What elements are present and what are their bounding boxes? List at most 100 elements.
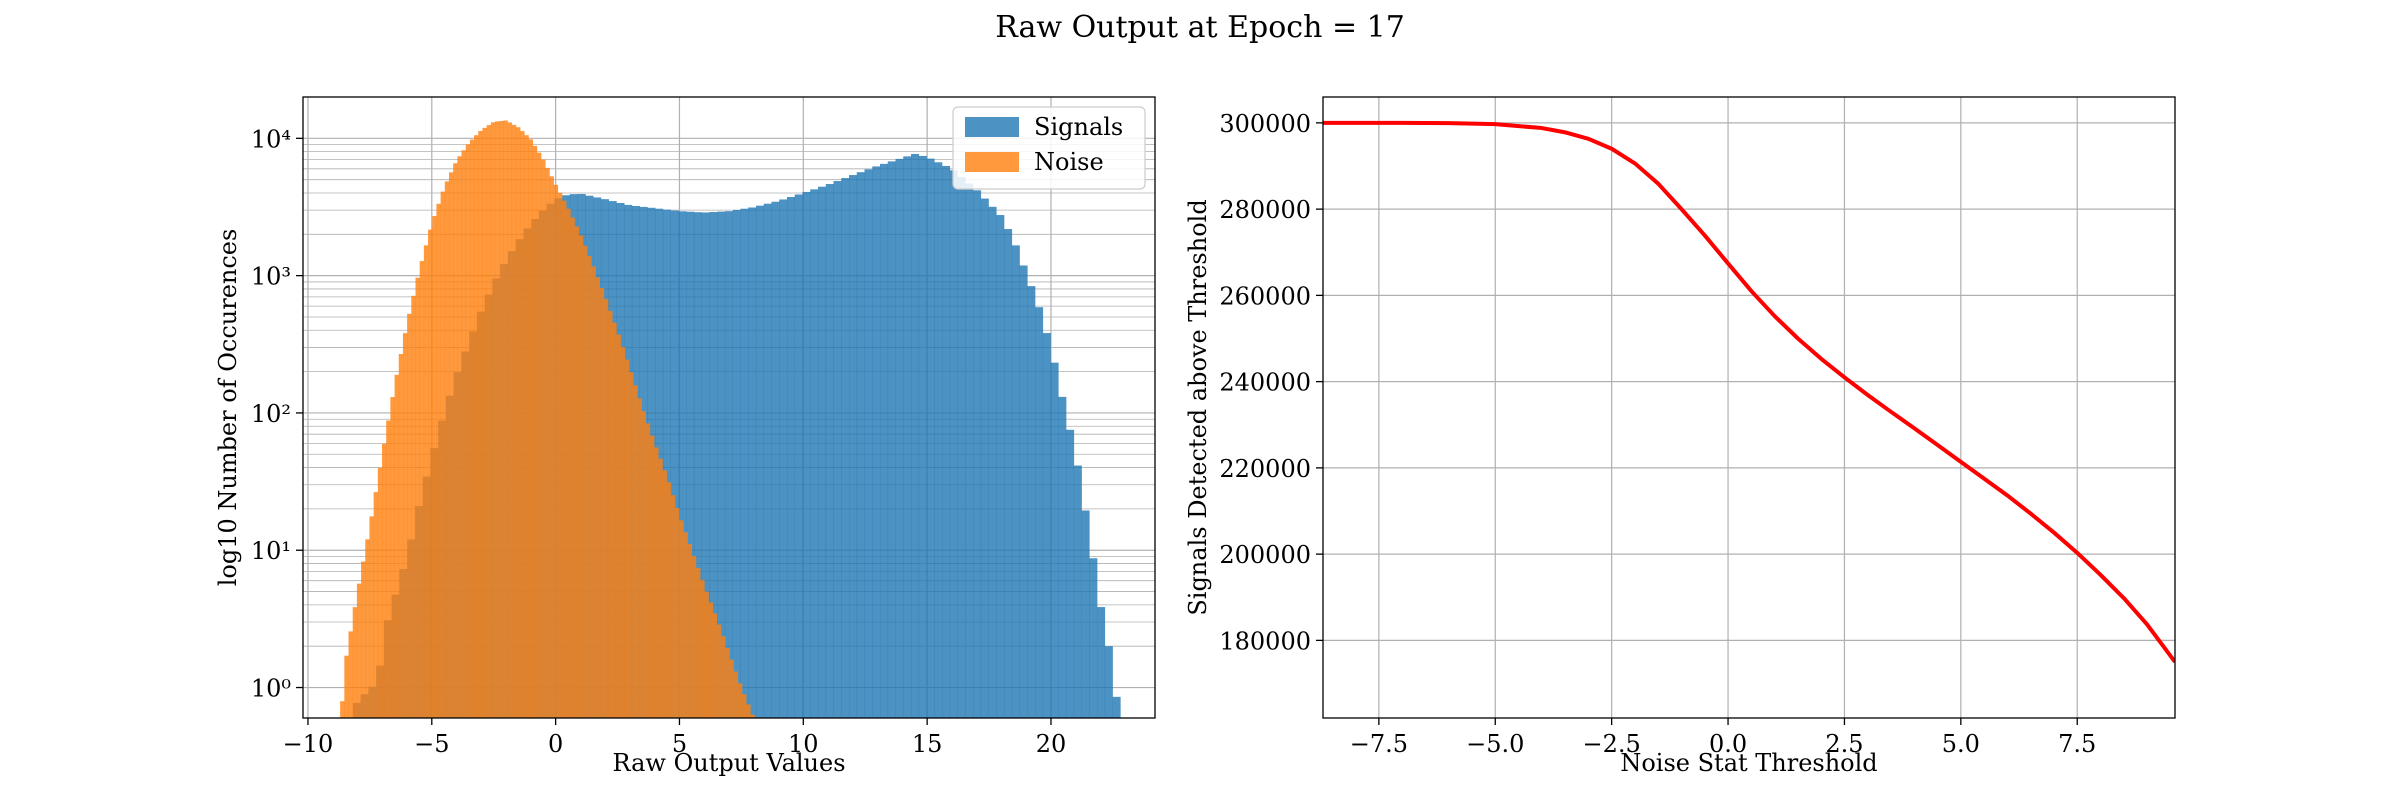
histogram-legend: Signals Noise: [952, 106, 1146, 190]
histogram-bar: [911, 153, 920, 719]
histogram-bar: [469, 139, 475, 719]
histogram-bar: [763, 203, 772, 718]
histogram-x-tick-label: −10: [283, 730, 334, 758]
histogram-bar: [603, 299, 609, 718]
histogram-bar: [848, 175, 858, 719]
histogram-bar: [802, 191, 811, 719]
histogram-bar: [988, 206, 997, 718]
histogram-bar: [841, 178, 850, 718]
histogram-bar: [507, 122, 513, 718]
histogram-bar: [524, 135, 529, 719]
histogram-bar: [716, 624, 722, 718]
histogram-bar: [957, 176, 966, 718]
histogram-bar: [712, 613, 718, 718]
histogram-bar: [880, 163, 889, 719]
histogram-bar: [340, 701, 345, 718]
line-x-tick-label: −7.5: [1350, 730, 1408, 758]
histogram-bar: [695, 568, 701, 718]
histogram-bar: [1081, 510, 1090, 718]
histogram-bar: [670, 495, 676, 718]
histogram-bar: [750, 714, 755, 718]
histogram-bar: [755, 205, 765, 719]
histogram-bar: [432, 216, 437, 719]
line-x-tick-label: −2.5: [1583, 730, 1641, 758]
histogram-bar: [352, 607, 358, 718]
line-grid: [1323, 97, 2175, 718]
histogram-bar: [741, 694, 747, 718]
histogram-bar: [1027, 286, 1036, 718]
histogram-bar: [511, 124, 517, 718]
histogram-bar: [693, 212, 703, 718]
histogram-bar: [1019, 265, 1028, 718]
histogram-bar: [394, 374, 400, 718]
histogram-bar: [729, 659, 734, 718]
line-x-tick-label: −5.0: [1466, 730, 1524, 758]
histogram-bar: [949, 170, 958, 718]
histogram-bar: [457, 156, 462, 719]
histogram-bar: [942, 165, 951, 718]
histogram-bar: [549, 176, 554, 719]
histogram-bar: [709, 212, 718, 718]
histogram-bar: [649, 435, 655, 718]
histogram-bar: [786, 196, 796, 718]
histogram-bar: [440, 191, 446, 719]
histogram-bar: [708, 602, 713, 718]
histogram-bar: [591, 266, 596, 718]
histogram-bar: [686, 211, 695, 719]
line-y-tick-label: 260000: [1219, 282, 1311, 310]
histogram-bar: [536, 152, 542, 719]
histogram-bar: [717, 211, 726, 718]
histogram-bar: [856, 172, 865, 719]
histogram-bar: [633, 385, 638, 718]
histogram-bar: [386, 420, 391, 718]
histogram-bar: [390, 397, 395, 718]
histogram-bar: [1112, 696, 1121, 718]
histogram-bar: [1050, 362, 1059, 718]
histogram-bar: [377, 467, 383, 718]
histogram-bar: [679, 520, 684, 718]
histogram-bar: [872, 166, 881, 718]
histogram-bar: [678, 211, 687, 718]
histogram-bar: [825, 184, 834, 718]
line-x-tick-label: 7.5: [2058, 730, 2096, 758]
line-y-axis-label: Signals Detected above Threshold: [1184, 199, 1212, 615]
histogram-bar: [436, 203, 441, 718]
histogram-series-noise: [340, 120, 755, 719]
figure-title: Raw Output at Epoch = 17: [995, 10, 1405, 45]
histogram-bar: [662, 470, 667, 718]
histogram-bar: [733, 671, 739, 718]
histogram-bar: [486, 125, 492, 719]
histogram-bar: [662, 209, 671, 718]
histogram-bar: [740, 208, 749, 719]
histogram-bar: [771, 201, 780, 719]
histogram-bar: [670, 210, 679, 719]
histogram-bar: [382, 443, 387, 718]
histogram-bar: [478, 130, 483, 718]
line-y-tick-label: 300000: [1219, 110, 1311, 138]
histogram-bar: [465, 144, 471, 718]
histogram-bar: [541, 159, 546, 718]
histogram-bar: [444, 181, 450, 718]
histogram-x-tick-label: 10: [788, 730, 819, 758]
histogram-bar: [561, 200, 567, 719]
histogram-bar: [428, 229, 433, 718]
histogram-bar: [595, 277, 600, 718]
histogram-bar: [1104, 646, 1113, 718]
histogram-y-tick-label: 10³: [251, 263, 291, 291]
histogram-bar: [645, 423, 651, 718]
histogram-bar: [1073, 465, 1082, 718]
histogram-bar: [448, 172, 454, 719]
line-y-tick-label: 180000: [1219, 627, 1311, 655]
histogram-bar: [587, 255, 592, 719]
histogram-bar: [608, 310, 613, 718]
histogram-x-tick-label: −5: [414, 730, 449, 758]
histogram-bar: [499, 120, 504, 719]
histogram-bar: [687, 544, 693, 718]
histogram-bar: [746, 704, 751, 718]
histogram-x-tick-label: 0: [548, 730, 563, 758]
histogram-bar: [737, 683, 743, 718]
line-frame: [1322, 96, 2176, 719]
histogram-bar: [453, 163, 458, 719]
histogram-bar: [965, 183, 974, 719]
